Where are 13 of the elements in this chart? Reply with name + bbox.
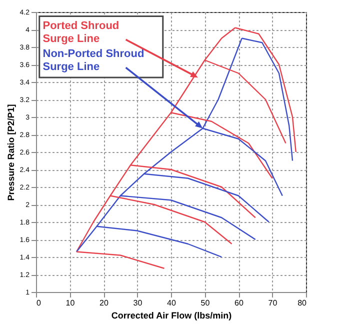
x-tick-label: 10 xyxy=(66,298,76,308)
annotation: Ported Shroud Surge Line xyxy=(42,20,120,45)
x-tick-label: 50 xyxy=(200,298,210,308)
x-tick-label: 60 xyxy=(234,298,244,308)
x-tick-label: 30 xyxy=(133,298,143,308)
y-axis-title: Pressure Ratio [P2/P1] xyxy=(6,104,16,201)
x-tick-label: 70 xyxy=(268,298,278,308)
x-tick-label: 0 xyxy=(36,298,42,308)
x-tick-label: 80 xyxy=(298,298,308,308)
annotation: Non-Ported Shroud Surge Line xyxy=(42,48,144,73)
x-tick-label: 20 xyxy=(100,298,109,308)
x-axis-title: Corrected Air Flow (lbs/min) xyxy=(111,310,232,320)
x-tick-label: 40 xyxy=(167,298,176,308)
